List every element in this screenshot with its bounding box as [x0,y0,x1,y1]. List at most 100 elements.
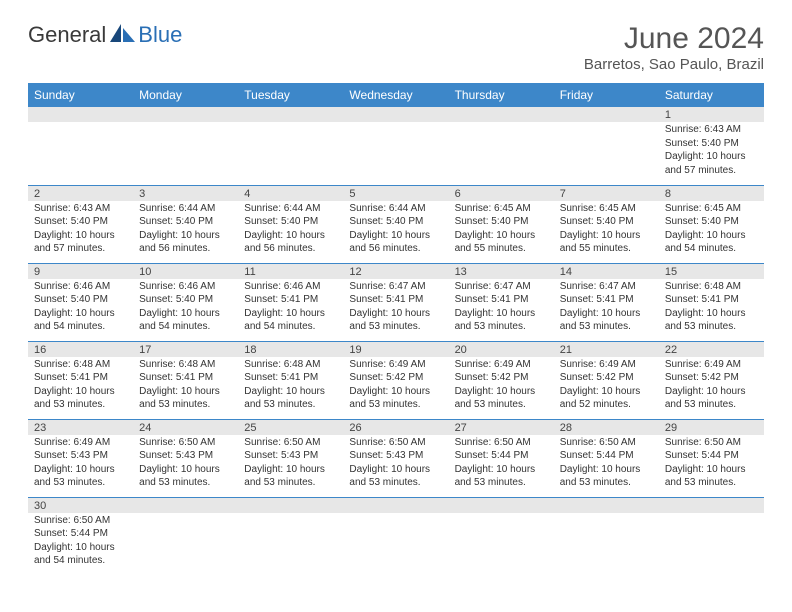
sunset-text: Sunset: 5:40 PM [139,293,232,307]
day-number: 1 [659,107,764,122]
daylight-text: Daylight: 10 hours and 53 minutes. [560,463,653,490]
sunset-text: Sunset: 5:41 PM [244,293,337,307]
sunset-text: Sunset: 5:40 PM [244,215,337,229]
sunrise-text: Sunrise: 6:43 AM [34,202,127,216]
sunset-text: Sunset: 5:41 PM [349,293,442,307]
day-details: Sunrise: 6:47 AMSunset: 5:41 PMDaylight:… [449,279,554,338]
day-details: Sunrise: 6:46 AMSunset: 5:41 PMDaylight:… [238,279,343,338]
calendar-day-cell: .. [659,497,764,572]
calendar-day-cell: 17Sunrise: 6:48 AMSunset: 5:41 PMDayligh… [133,341,238,419]
daylight-text: Daylight: 10 hours and 53 minutes. [665,463,758,490]
sunrise-text: Sunrise: 6:46 AM [139,280,232,294]
day-details: Sunrise: 6:43 AMSunset: 5:40 PMDaylight:… [28,201,133,260]
daylight-text: Daylight: 10 hours and 53 minutes. [455,385,548,412]
sunrise-text: Sunrise: 6:50 AM [665,436,758,450]
daylight-text: Daylight: 10 hours and 53 minutes. [139,385,232,412]
day-number: 5 [343,186,448,201]
day-details: Sunrise: 6:50 AMSunset: 5:44 PMDaylight:… [659,435,764,494]
calendar-day-cell: 21Sunrise: 6:49 AMSunset: 5:42 PMDayligh… [554,341,659,419]
calendar-day-cell: .. [554,497,659,572]
calendar-table: SundayMondayTuesdayWednesdayThursdayFrid… [28,83,764,572]
calendar-day-cell: .. [449,107,554,185]
calendar-day-cell: .. [28,107,133,185]
weekday-header: Sunday [28,83,133,107]
day-details: Sunrise: 6:46 AMSunset: 5:40 PMDaylight:… [28,279,133,338]
sunset-text: Sunset: 5:43 PM [349,449,442,463]
calendar-day-cell: 16Sunrise: 6:48 AMSunset: 5:41 PMDayligh… [28,341,133,419]
day-details: Sunrise: 6:47 AMSunset: 5:41 PMDaylight:… [343,279,448,338]
day-details: Sunrise: 6:48 AMSunset: 5:41 PMDaylight:… [659,279,764,338]
day-number: 19 [343,342,448,357]
day-number: 6 [449,186,554,201]
sunset-text: Sunset: 5:41 PM [139,371,232,385]
day-details: Sunrise: 6:48 AMSunset: 5:41 PMDaylight:… [133,357,238,416]
daylight-text: Daylight: 10 hours and 57 minutes. [665,150,758,177]
calendar-day-cell: 20Sunrise: 6:49 AMSunset: 5:42 PMDayligh… [449,341,554,419]
sunset-text: Sunset: 5:42 PM [665,371,758,385]
day-details: Sunrise: 6:48 AMSunset: 5:41 PMDaylight:… [238,357,343,416]
sunset-text: Sunset: 5:41 PM [455,293,548,307]
daylight-text: Daylight: 10 hours and 53 minutes. [560,307,653,334]
daylight-text: Daylight: 10 hours and 57 minutes. [34,229,127,256]
sunrise-text: Sunrise: 6:50 AM [560,436,653,450]
day-number: 25 [238,420,343,435]
day-number: 27 [449,420,554,435]
weekday-header-row: SundayMondayTuesdayWednesdayThursdayFrid… [28,83,764,107]
weekday-header: Saturday [659,83,764,107]
sunset-text: Sunset: 5:40 PM [34,293,127,307]
sunset-text: Sunset: 5:43 PM [139,449,232,463]
sunset-text: Sunset: 5:40 PM [665,137,758,151]
calendar-day-cell: 15Sunrise: 6:48 AMSunset: 5:41 PMDayligh… [659,263,764,341]
calendar-day-cell: 29Sunrise: 6:50 AMSunset: 5:44 PMDayligh… [659,419,764,497]
sunrise-text: Sunrise: 6:49 AM [560,358,653,372]
sunset-text: Sunset: 5:44 PM [560,449,653,463]
calendar-day-cell: 14Sunrise: 6:47 AMSunset: 5:41 PMDayligh… [554,263,659,341]
sunset-text: Sunset: 5:40 PM [349,215,442,229]
weekday-header: Friday [554,83,659,107]
day-number: 26 [343,420,448,435]
sunrise-text: Sunrise: 6:47 AM [560,280,653,294]
day-details: Sunrise: 6:50 AMSunset: 5:43 PMDaylight:… [343,435,448,494]
calendar-day-cell: 1Sunrise: 6:43 AMSunset: 5:40 PMDaylight… [659,107,764,185]
day-number: 23 [28,420,133,435]
day-number: 24 [133,420,238,435]
day-details: Sunrise: 6:49 AMSunset: 5:43 PMDaylight:… [28,435,133,494]
day-number: 3 [133,186,238,201]
day-details: Sunrise: 6:50 AMSunset: 5:44 PMDaylight:… [28,513,133,572]
day-details: Sunrise: 6:50 AMSunset: 5:43 PMDaylight:… [238,435,343,494]
calendar-day-cell: .. [238,497,343,572]
calendar-day-cell: .. [343,107,448,185]
calendar-page: General Blue June 2024 Barretos, Sao Pau… [0,0,792,594]
sunset-text: Sunset: 5:44 PM [34,527,127,541]
calendar-day-cell: 4Sunrise: 6:44 AMSunset: 5:40 PMDaylight… [238,185,343,263]
daylight-text: Daylight: 10 hours and 53 minutes. [34,463,127,490]
daylight-text: Daylight: 10 hours and 54 minutes. [139,307,232,334]
day-details: Sunrise: 6:49 AMSunset: 5:42 PMDaylight:… [554,357,659,416]
daylight-text: Daylight: 10 hours and 56 minutes. [244,229,337,256]
calendar-day-cell: 6Sunrise: 6:45 AMSunset: 5:40 PMDaylight… [449,185,554,263]
sunrise-text: Sunrise: 6:49 AM [349,358,442,372]
calendar-day-cell: 2Sunrise: 6:43 AMSunset: 5:40 PMDaylight… [28,185,133,263]
day-details: Sunrise: 6:46 AMSunset: 5:40 PMDaylight:… [133,279,238,338]
sunrise-text: Sunrise: 6:44 AM [244,202,337,216]
daylight-text: Daylight: 10 hours and 53 minutes. [349,463,442,490]
sunset-text: Sunset: 5:40 PM [455,215,548,229]
sunrise-text: Sunrise: 6:50 AM [139,436,232,450]
sunrise-text: Sunrise: 6:49 AM [34,436,127,450]
daylight-text: Daylight: 10 hours and 55 minutes. [560,229,653,256]
calendar-day-cell: 18Sunrise: 6:48 AMSunset: 5:41 PMDayligh… [238,341,343,419]
day-details: Sunrise: 6:44 AMSunset: 5:40 PMDaylight:… [238,201,343,260]
calendar-day-cell: 22Sunrise: 6:49 AMSunset: 5:42 PMDayligh… [659,341,764,419]
daylight-text: Daylight: 10 hours and 54 minutes. [244,307,337,334]
sunset-text: Sunset: 5:44 PM [665,449,758,463]
calendar-day-cell: 23Sunrise: 6:49 AMSunset: 5:43 PMDayligh… [28,419,133,497]
sunrise-text: Sunrise: 6:43 AM [665,123,758,137]
title-block: June 2024 Barretos, Sao Paulo, Brazil [584,22,764,73]
calendar-week-row: 9Sunrise: 6:46 AMSunset: 5:40 PMDaylight… [28,263,764,341]
month-title: June 2024 [584,22,764,56]
calendar-day-cell: 30Sunrise: 6:50 AMSunset: 5:44 PMDayligh… [28,497,133,572]
day-number: 8 [659,186,764,201]
daylight-text: Daylight: 10 hours and 52 minutes. [560,385,653,412]
day-number: 17 [133,342,238,357]
calendar-week-row: ............1Sunrise: 6:43 AMSunset: 5:4… [28,107,764,185]
